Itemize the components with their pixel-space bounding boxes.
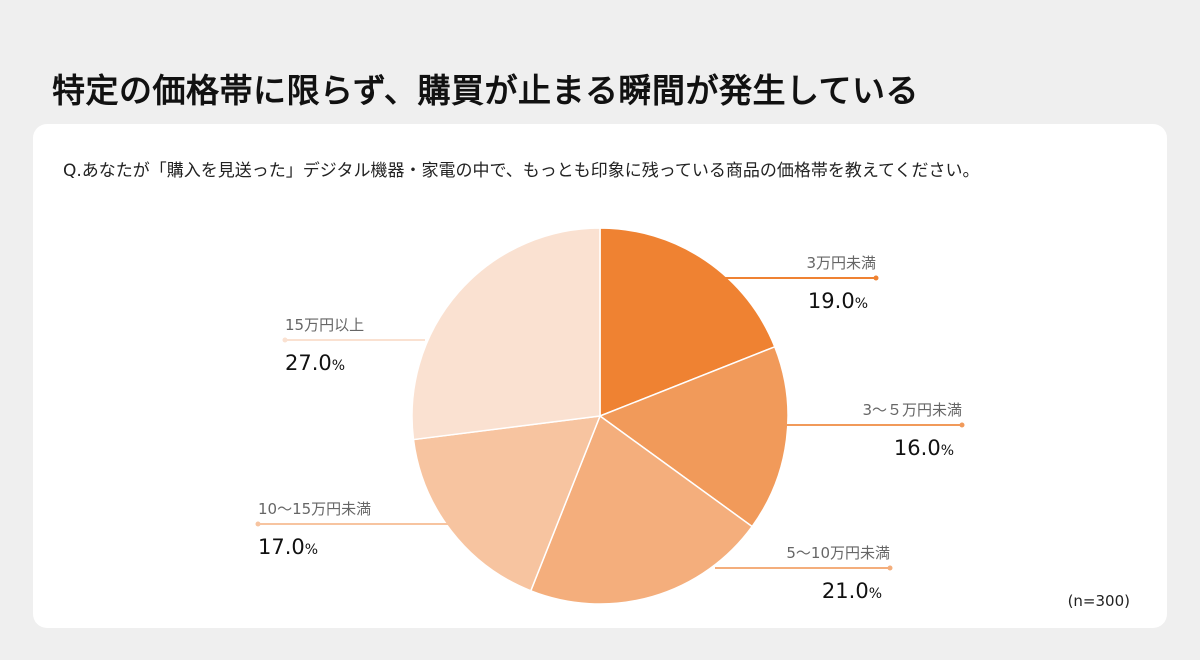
leader-dot-1 <box>873 275 879 281</box>
slice-value-3: 21.0% <box>822 579 882 603</box>
pie-slice-3 <box>529 414 754 605</box>
slice-label-4: 10～15万円未満 <box>258 500 371 518</box>
slice-value-2: 16.0% <box>894 436 954 460</box>
slice-label-3: 5～10万円未満 <box>786 544 890 562</box>
pie-slice-5 <box>411 227 601 441</box>
slice-value-5: 27.0% <box>285 351 345 375</box>
page-title: 特定の価格帯に限らず、購買が止まる瞬間が発生している <box>52 71 920 110</box>
slice-label-5: 15万円以上 <box>285 316 364 334</box>
slice-value-1: 19.0% <box>808 289 868 313</box>
slice-value-4: 17.0% <box>258 535 318 559</box>
leader-dot-4 <box>255 521 261 527</box>
sample-size-note: (n=300) <box>1067 592 1130 610</box>
leader-dot-3 <box>887 565 893 571</box>
slice-label-1: 3万円未満 <box>806 254 876 272</box>
leader-dot-2 <box>959 422 965 428</box>
pie-slice-1 <box>599 227 776 418</box>
slice-label-2: 3～５万円未満 <box>862 401 962 419</box>
pie-slice-2 <box>598 345 789 528</box>
survey-question: Q.あなたが「購入を見送った」デジタル機器・家電の中で、もっとも印象に残っている… <box>63 161 980 181</box>
pie-slice-4 <box>412 415 602 592</box>
leader-dot-5 <box>282 337 288 343</box>
